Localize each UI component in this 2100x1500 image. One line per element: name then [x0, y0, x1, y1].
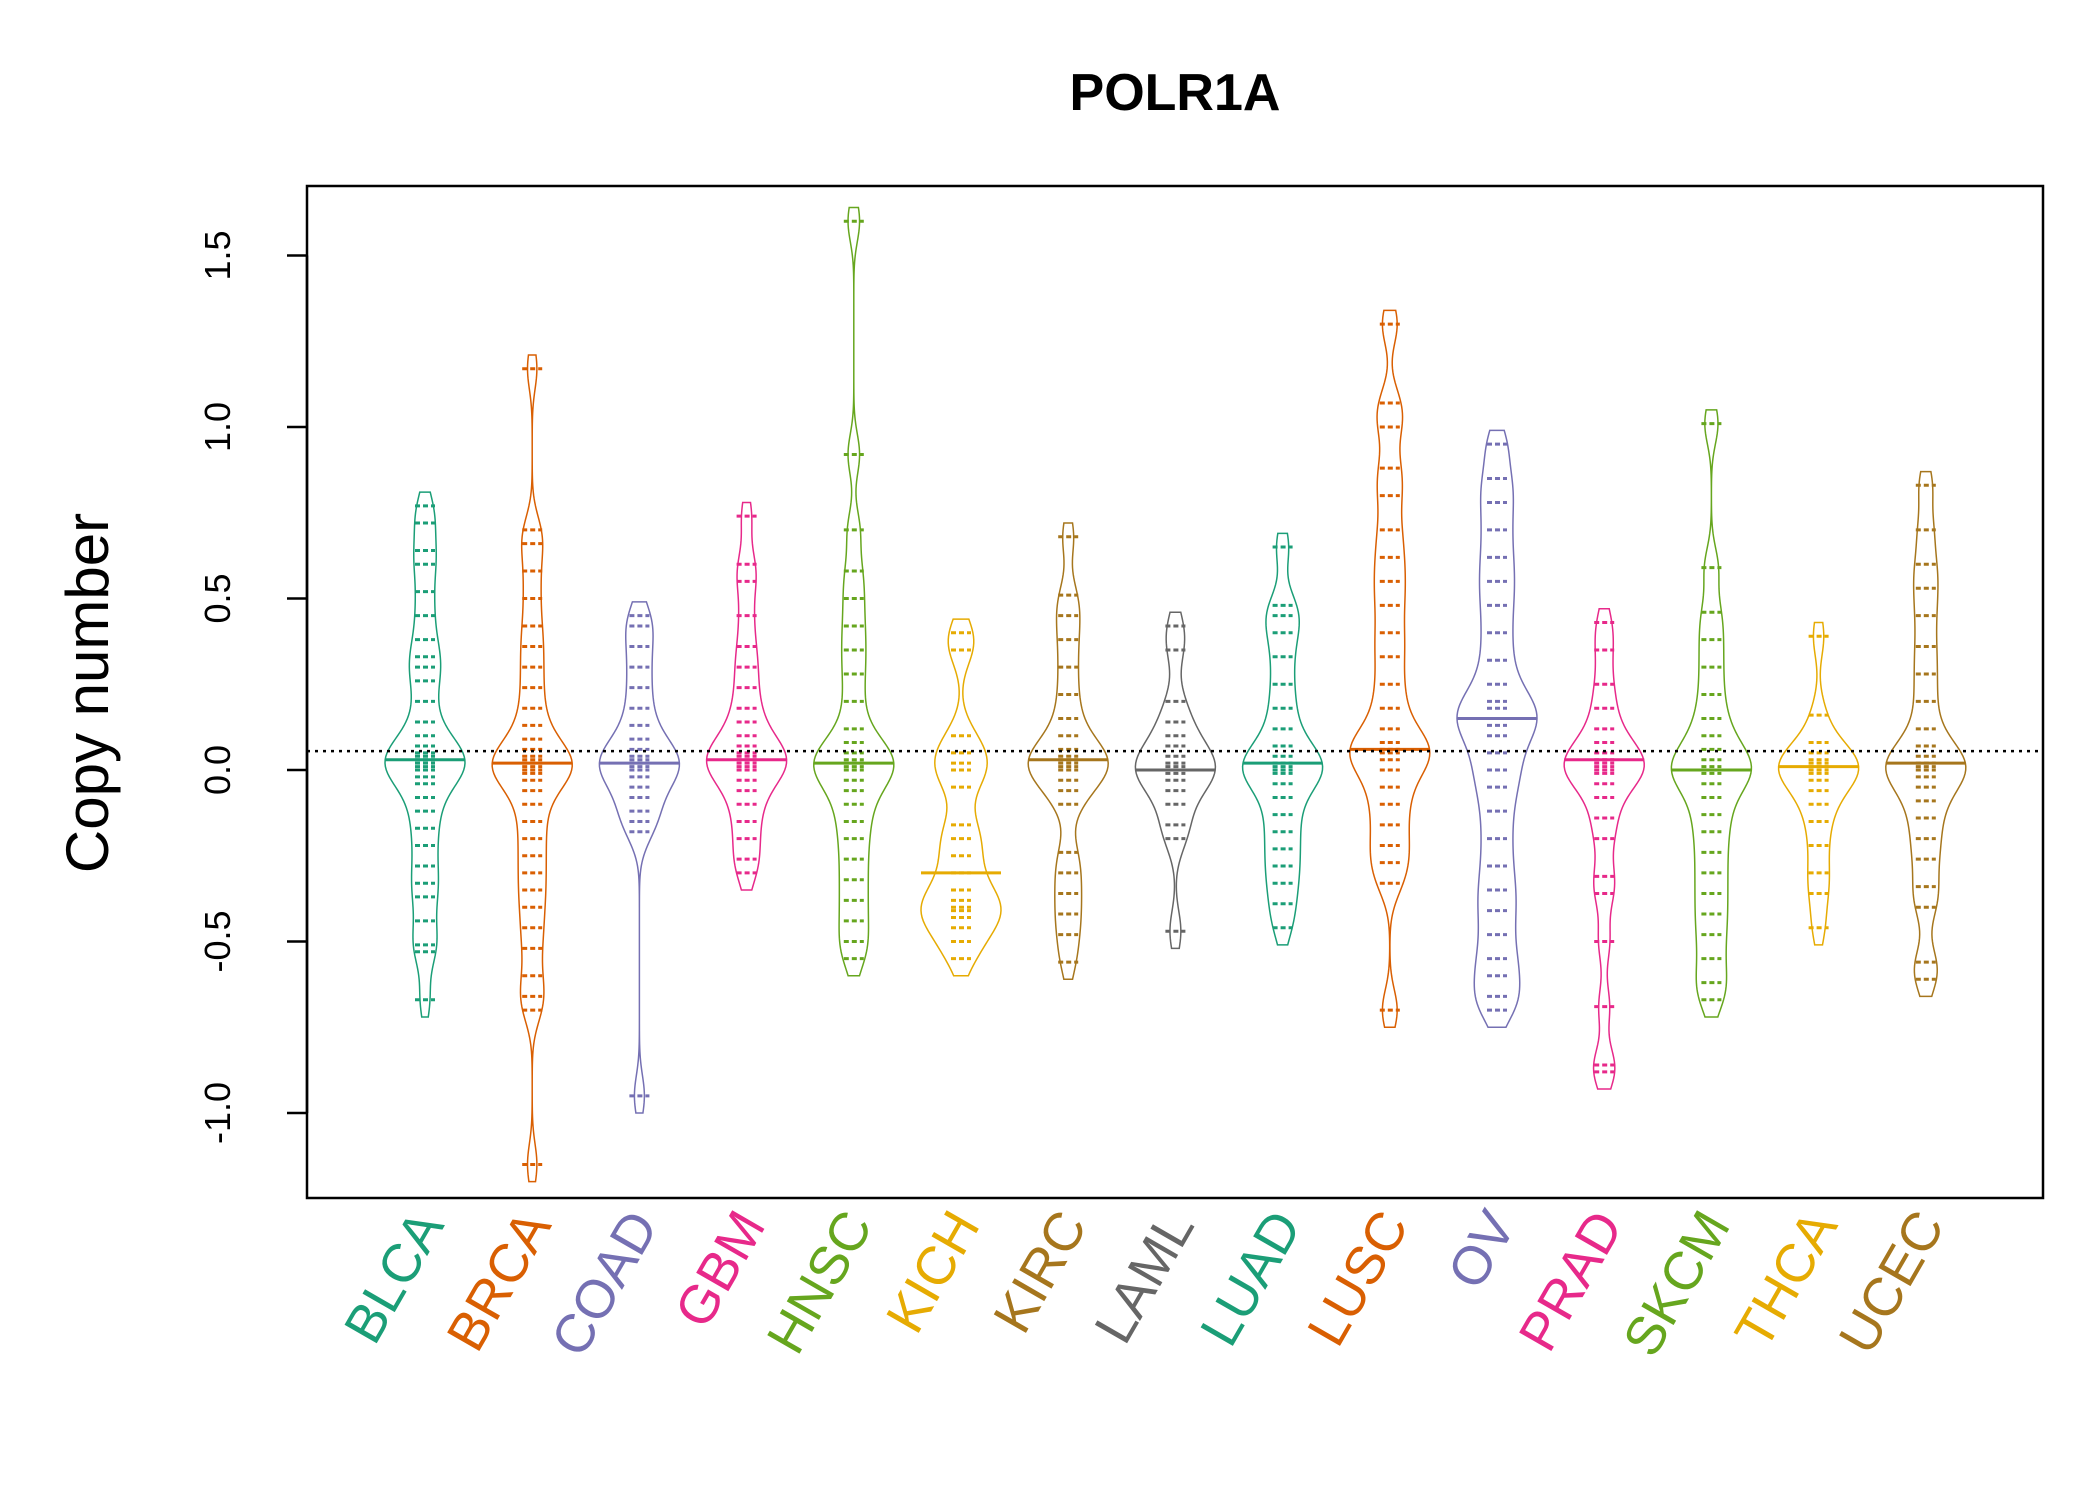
- bean-density: [920, 618, 1002, 977]
- bean-density: [1456, 429, 1538, 1028]
- bean-ucec: [1885, 470, 1967, 998]
- y-tick-label: -1.0: [197, 1082, 238, 1144]
- x-tick-label: KIRC: [982, 1201, 1098, 1343]
- bean-density: [1349, 309, 1431, 1028]
- bean-brca: [491, 354, 573, 1183]
- bean-blca: [384, 491, 466, 1018]
- bean-ov: [1456, 429, 1538, 1028]
- beans: [384, 206, 1967, 1183]
- bean-density: [384, 491, 466, 1018]
- bean-gbm: [705, 501, 788, 891]
- bean-kich: [920, 618, 1002, 977]
- x-tick-label: LUAD: [1189, 1201, 1313, 1356]
- y-tick-label: 1.5: [197, 230, 238, 280]
- x-tick-label: UCEC: [1828, 1201, 1956, 1364]
- chart-title: POLR1A: [1070, 64, 1281, 122]
- bean-density: [705, 501, 788, 891]
- bean-density: [491, 354, 573, 1183]
- bean-density: [1670, 409, 1753, 1018]
- x-tick-label: KICH: [875, 1201, 991, 1343]
- bean-density: [1777, 621, 1860, 946]
- y-tick-label: 0.0: [197, 745, 238, 795]
- y-tick-label: -0.5: [197, 910, 238, 972]
- bean-density: [1563, 608, 1645, 1090]
- bean-luad: [1241, 532, 1324, 946]
- x-tick-label: HNSC: [756, 1201, 884, 1364]
- y-axis: -1.0 -0.5 0.0 0.5 1.0 1.5: [197, 230, 309, 1144]
- x-tick-label: LAML: [1083, 1201, 1206, 1353]
- y-tick-label: 0.5: [197, 573, 238, 623]
- bean-skcm: [1670, 409, 1753, 1018]
- bean-laml: [1134, 611, 1217, 950]
- bean-coad: [598, 601, 681, 1114]
- bean-hnsc: [813, 206, 895, 977]
- y-axis-label: Copy number: [54, 513, 121, 873]
- x-tick-label: LUSC: [1296, 1201, 1420, 1356]
- x-tick-label: OV: [1436, 1201, 1527, 1299]
- bean-thca: [1777, 621, 1860, 946]
- bean-lusc: [1349, 309, 1431, 1028]
- x-tick-label: COAD: [540, 1201, 670, 1366]
- bean-prad: [1563, 608, 1645, 1090]
- y-tick-label: 1.0: [197, 402, 238, 452]
- bean-density: [1885, 470, 1967, 998]
- bean-density: [813, 206, 895, 977]
- bean-density: [1241, 532, 1324, 946]
- x-tick-label: SKCM: [1612, 1201, 1742, 1366]
- x-tick-label: GBM: [664, 1201, 777, 1338]
- bean-density: [598, 601, 681, 1114]
